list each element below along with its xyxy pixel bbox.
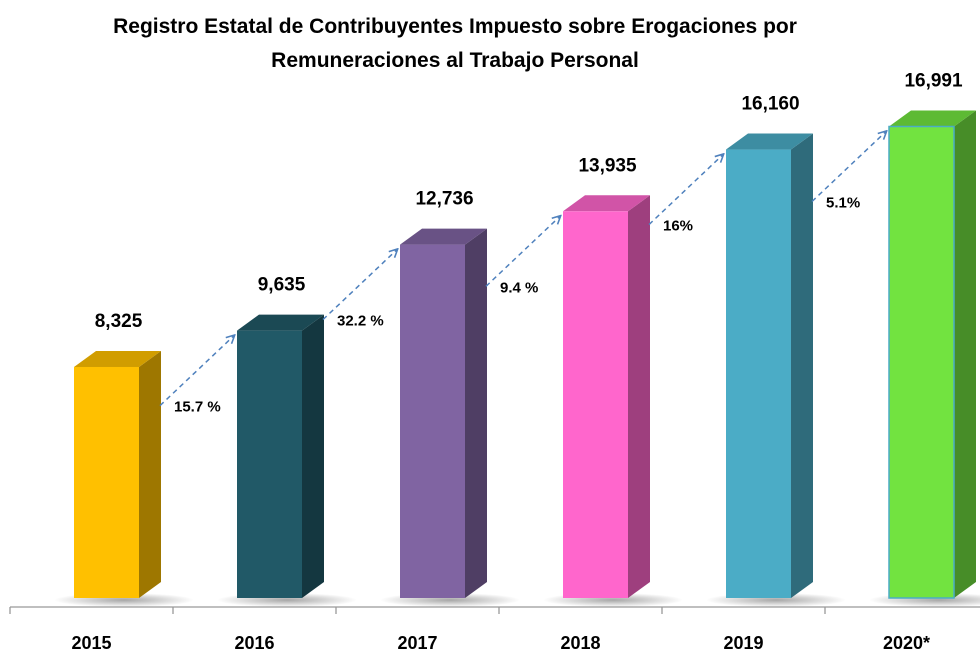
chart-title: Registro Estatal de Contribuyentes Impue… — [113, 15, 797, 38]
bar — [888, 125, 955, 599]
growth-arrow — [811, 131, 886, 203]
bar-top — [237, 314, 324, 331]
bar-top — [889, 110, 976, 127]
growth-label: 9.4 % — [500, 279, 538, 296]
x-tick-label: 2019 — [723, 633, 763, 653]
growth-label: 16% — [663, 218, 693, 235]
value-label: 13,935 — [578, 155, 637, 176]
growth-arrow — [159, 336, 234, 407]
bar-side — [465, 228, 487, 599]
value-label: 16,991 — [904, 70, 963, 91]
x-tick-label: 2015 — [71, 633, 111, 653]
bar — [400, 244, 465, 599]
x-tick-label: 2020* — [883, 633, 930, 653]
growth-label: 32.2 % — [337, 313, 384, 330]
bar-side — [628, 195, 650, 598]
value-label: 8,325 — [95, 311, 143, 332]
bar-side — [954, 110, 976, 598]
bar-side — [791, 133, 813, 598]
bar-top — [400, 228, 487, 245]
bar — [74, 366, 139, 598]
x-tick-label: 2018 — [560, 633, 600, 653]
growth-arrow — [485, 216, 560, 287]
bar — [563, 211, 628, 598]
bar-top — [74, 350, 161, 367]
growth-label: 5.1% — [826, 194, 860, 211]
bar — [726, 149, 791, 598]
x-tick-label: 2017 — [397, 633, 437, 653]
bar-top — [726, 133, 813, 150]
bar-side — [139, 350, 161, 598]
bar-top — [563, 195, 650, 212]
value-label: 9,635 — [258, 275, 306, 296]
growth-label: 15.7 % — [174, 399, 221, 416]
chart-title: Remuneraciones al Trabajo Personal — [271, 49, 639, 72]
bar — [237, 330, 302, 598]
growth-arrow — [322, 250, 397, 321]
x-tick-label: 2016 — [234, 633, 274, 653]
growth-arrow — [648, 155, 723, 226]
bar-side — [302, 314, 324, 598]
value-label: 12,736 — [415, 189, 473, 210]
value-label: 16,160 — [741, 94, 799, 115]
